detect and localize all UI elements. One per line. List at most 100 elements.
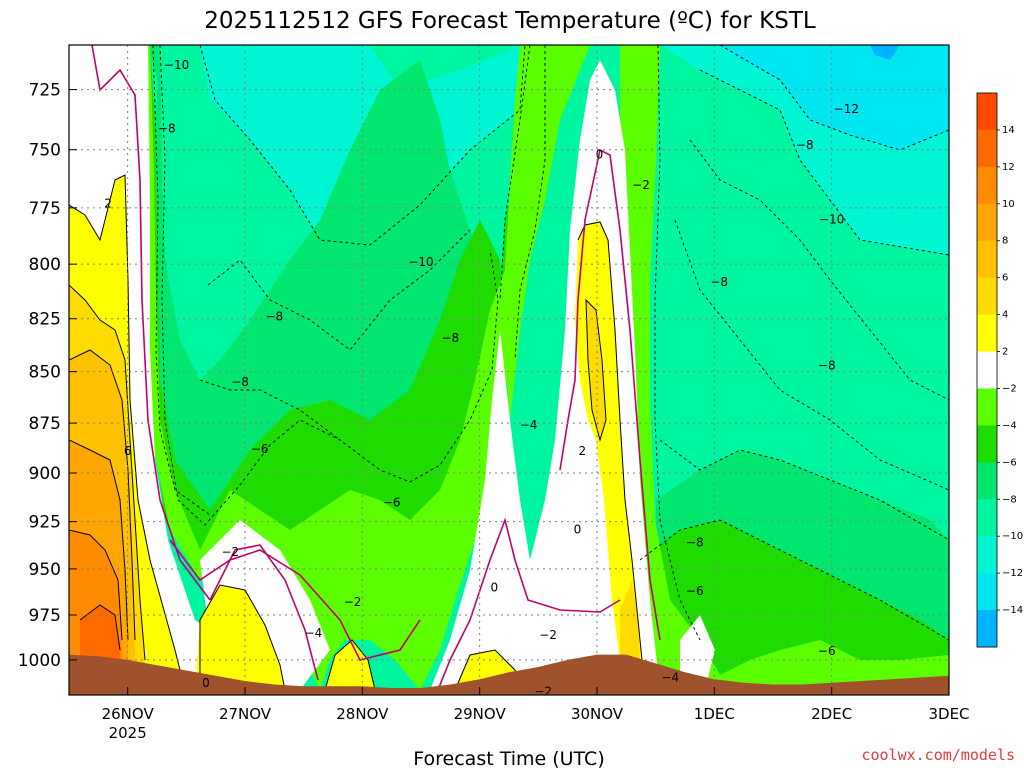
- colorbar-label: −8: [1002, 494, 1017, 505]
- y-tick-label: 800: [29, 255, 61, 275]
- colorbar-label: −10: [1002, 531, 1023, 542]
- x-tick-label: 29NOV: [454, 705, 507, 723]
- chart-title: 2025112512 GFS Forecast Temperature (ºC)…: [204, 8, 816, 34]
- colorbar-swatch: [977, 610, 997, 648]
- contour-label: −8: [686, 536, 704, 550]
- contour-label: −10: [408, 255, 433, 269]
- colorbar-swatch: [977, 277, 997, 316]
- grid-vertical: [127, 45, 949, 695]
- colorbar-label: 6: [1002, 273, 1008, 284]
- colorbar-swatch: [977, 93, 997, 131]
- band-minus4-right: [640, 520, 949, 690]
- contour-label: −2: [534, 685, 552, 699]
- colorbar-label: −12: [1002, 568, 1023, 579]
- y-tick-label: 875: [29, 414, 61, 434]
- colorbar-swatch: [977, 499, 997, 537]
- colorbar-label: −2: [1002, 383, 1017, 394]
- freezing-isotherm: [91, 45, 661, 691]
- contour-label: 2: [207, 748, 215, 762]
- band-minus2-center: [505, 45, 590, 420]
- credit-link[interactable]: coolwx.com/models: [861, 746, 1015, 764]
- colorbar-label: −6: [1002, 457, 1017, 468]
- colorbar-label: 10: [1002, 199, 1015, 210]
- colorbar-swatch: [977, 462, 997, 500]
- x-tick-label: 26NOV: [102, 705, 155, 723]
- contour-label: −2: [539, 628, 557, 642]
- contour-label: −2: [221, 545, 239, 559]
- colorbar: 14 12 10 8 6 4 2 −2 −4 −6 −8 −10 −12 −14: [976, 92, 1023, 648]
- contour-label: 0: [574, 522, 582, 536]
- colorbar-label: 14: [1002, 125, 1015, 136]
- colorbar-swatch: [977, 425, 997, 463]
- y-axis: 725 750 775 800 825 850 875 900 925 950 975 1000: [18, 81, 77, 671]
- contour-label: 0: [596, 147, 604, 161]
- y-tick-label: 925: [29, 513, 61, 533]
- band-zero-center: [430, 60, 660, 690]
- band-minus2-right: [620, 45, 949, 690]
- band-zero-right-patch: [680, 615, 715, 690]
- contour-label: −6: [686, 584, 704, 598]
- contour-label: −8: [265, 310, 283, 324]
- contour-label: 2: [104, 196, 112, 210]
- contour-label: −10: [164, 58, 189, 72]
- colorbar-label: 12: [1002, 162, 1015, 173]
- y-tick-label: 775: [29, 199, 61, 219]
- x-tick-label: 1DEC: [694, 705, 735, 723]
- contour-label: −8: [231, 375, 249, 389]
- contour-label: −12: [834, 102, 859, 116]
- colorbar-label: 2: [1002, 347, 1008, 358]
- colorbar-label: −14: [1002, 605, 1023, 616]
- contour-label: −10: [819, 212, 844, 226]
- x-tick-label: 2DEC: [811, 705, 852, 723]
- surface-terrain: [69, 654, 949, 695]
- x-tick-label: 30NOV: [571, 705, 624, 723]
- contour-label: −2: [344, 595, 362, 609]
- y-tick-label: 825: [29, 310, 61, 330]
- y-tick-label: 750: [29, 141, 61, 161]
- contour-label: −8: [891, 707, 909, 721]
- contour-label: −4: [305, 626, 323, 640]
- colorbar-swatch: [977, 129, 997, 168]
- contour-label: −6: [383, 495, 401, 509]
- contour-label: −4: [661, 671, 679, 685]
- contour-label: 0: [491, 580, 499, 594]
- y-tick-label: 850: [29, 363, 61, 383]
- contour-labels: −10 −12 −8 −8 0 2 −2 −10 −10 −8 −8 −8 −8 −8 −4 6 −6 2 −6 0 −…: [104, 58, 909, 762]
- contour-label: −8: [158, 121, 176, 135]
- colorbar-swatch: [977, 314, 997, 353]
- band-2-bump-2: [325, 640, 375, 690]
- x-tick-label: 27NOV: [219, 705, 272, 723]
- contour-label: 2: [579, 444, 587, 458]
- x-tick-sublabel: 2025: [109, 724, 147, 742]
- grid: [69, 45, 949, 695]
- x-tick-label: 3DEC: [928, 705, 969, 723]
- colorbar-swatch: [977, 166, 997, 205]
- band-4-column: [586, 300, 606, 440]
- y-tick-label: 900: [29, 464, 61, 484]
- contour-label: −6: [818, 644, 836, 658]
- contour-label: −4: [520, 418, 538, 432]
- band-minus14-upper-right: [720, 45, 949, 150]
- contour-label: −2: [632, 178, 650, 192]
- contour-label: 6: [124, 444, 132, 458]
- colorbar-label: 4: [1002, 310, 1008, 321]
- plot-area: −10 −12 −8 −8 0 2 −2 −10 −10 −8 −8 −8 −8 −8 −4 6 −6 2 −6 0 −…: [69, 45, 949, 762]
- contour-label: −8: [441, 331, 459, 345]
- contour-label: −6: [251, 442, 269, 456]
- contour-label: −8: [710, 275, 728, 289]
- colorbar-swatch: [977, 240, 997, 279]
- y-tick-label: 1000: [18, 651, 61, 671]
- colorbar-frame: [976, 92, 998, 648]
- colorbar-swatch: [977, 573, 997, 611]
- band-2-bump-1: [195, 585, 285, 690]
- colorbar-swatch: [977, 203, 997, 242]
- colorbar-label: −4: [1002, 420, 1017, 431]
- y-tick-label: 950: [29, 560, 61, 580]
- grid-horizontal: [69, 89, 949, 661]
- colorbar-swatch: [977, 351, 997, 389]
- contour-label: −8: [796, 138, 814, 152]
- x-axis-title: Forecast Time (UTC): [413, 748, 604, 768]
- contour-label: 0: [202, 676, 210, 690]
